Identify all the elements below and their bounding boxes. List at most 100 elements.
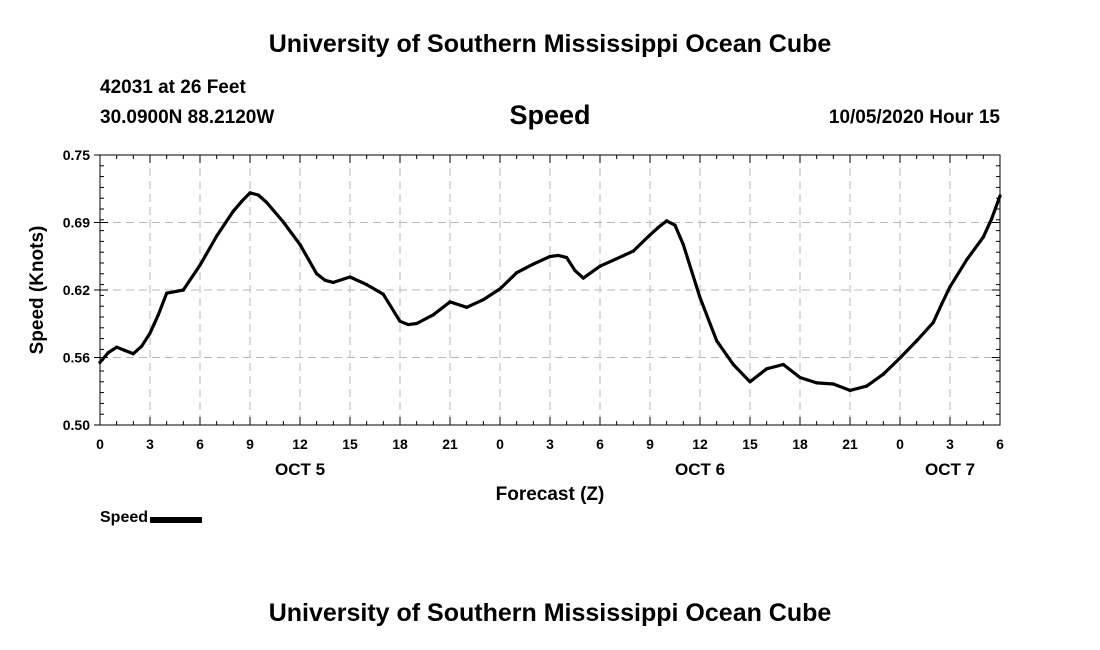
data-point bbox=[981, 235, 985, 239]
x-tick-label: 0 bbox=[896, 436, 904, 452]
data-point bbox=[798, 375, 802, 380]
data-point bbox=[781, 362, 785, 367]
data-point bbox=[431, 313, 435, 317]
x-tick-label: 12 bbox=[292, 436, 308, 452]
data-point bbox=[156, 313, 160, 317]
report-title: University of Southern Mississippi Ocean… bbox=[268, 30, 832, 58]
data-point bbox=[115, 345, 119, 349]
x-tick-label: 6 bbox=[196, 436, 204, 452]
x-tick-label: 3 bbox=[546, 436, 554, 452]
x-tick-label: 9 bbox=[646, 436, 654, 452]
data-point bbox=[681, 243, 685, 247]
data-point bbox=[106, 351, 110, 355]
data-point bbox=[881, 372, 885, 376]
chart-legend: Speed bbox=[100, 509, 203, 527]
data-point bbox=[656, 225, 660, 229]
chart-grid bbox=[100, 155, 1000, 425]
y-tick-label: 0.50 bbox=[63, 417, 90, 433]
data-point bbox=[281, 220, 285, 224]
data-point bbox=[731, 362, 735, 367]
data-point bbox=[581, 276, 585, 280]
data-point bbox=[948, 285, 952, 289]
data-point bbox=[165, 291, 169, 295]
legend-swatch-speed bbox=[150, 516, 203, 523]
datetime-label: 10/05/2020 Hour 15 bbox=[828, 107, 1000, 128]
station-label: 42031 at 26 Feet bbox=[100, 77, 246, 98]
data-point bbox=[531, 262, 535, 266]
data-point bbox=[565, 256, 569, 260]
data-point bbox=[481, 298, 485, 302]
data-point bbox=[848, 388, 852, 393]
data-point bbox=[573, 268, 577, 273]
data-point bbox=[548, 254, 552, 259]
data-point bbox=[323, 278, 327, 282]
data-point bbox=[231, 209, 235, 213]
data-point bbox=[256, 193, 260, 197]
data-point bbox=[648, 233, 652, 237]
x-tick-label: 0 bbox=[496, 436, 504, 452]
data-point bbox=[631, 249, 635, 253]
data-point bbox=[556, 253, 560, 258]
data-point bbox=[665, 219, 669, 223]
x-tick-label: 15 bbox=[742, 436, 758, 452]
data-point bbox=[98, 360, 102, 364]
footer-title: University of Southern Mississippi Ocean… bbox=[268, 599, 832, 627]
x-tick-label: 18 bbox=[392, 436, 408, 452]
y-axis-title: Speed (Knots) bbox=[27, 226, 48, 355]
data-point bbox=[348, 275, 352, 279]
data-point bbox=[915, 339, 919, 343]
x-tick-label: 21 bbox=[442, 436, 458, 452]
x-axis-title: Forecast (Z) bbox=[496, 484, 605, 505]
data-point bbox=[415, 321, 419, 326]
x-tick-label: 15 bbox=[342, 436, 358, 452]
data-point bbox=[365, 283, 369, 287]
data-point bbox=[698, 295, 702, 300]
y-tick-label: 0.56 bbox=[63, 350, 90, 366]
data-point bbox=[673, 223, 677, 227]
data-point bbox=[748, 380, 752, 384]
data-point bbox=[898, 356, 902, 360]
x-tick-label: 6 bbox=[996, 436, 1004, 452]
x-tick-label: 18 bbox=[792, 436, 808, 452]
data-point bbox=[615, 257, 619, 261]
data-point bbox=[315, 272, 319, 276]
data-point bbox=[123, 348, 127, 353]
day-label: OCT 7 bbox=[925, 460, 975, 479]
data-point bbox=[940, 302, 944, 306]
data-point bbox=[215, 234, 219, 238]
x-tick-label: 12 bbox=[692, 436, 708, 452]
data-point bbox=[248, 191, 252, 195]
data-point bbox=[298, 243, 302, 247]
data-point bbox=[140, 344, 144, 348]
plot-frame bbox=[99, 154, 1001, 426]
data-point bbox=[831, 382, 835, 386]
data-point bbox=[990, 217, 994, 221]
y-tick-label: 0.69 bbox=[63, 215, 90, 231]
data-point bbox=[715, 339, 719, 343]
y-tick-label: 0.62 bbox=[63, 282, 90, 298]
x-tick-label: 9 bbox=[246, 436, 254, 452]
x-tick-label: 21 bbox=[842, 436, 858, 452]
x-tick-label: 3 bbox=[946, 436, 954, 452]
data-point bbox=[965, 258, 969, 262]
data-point bbox=[598, 264, 602, 268]
data-point bbox=[331, 280, 335, 285]
data-point bbox=[765, 367, 769, 371]
chart-axes bbox=[94, 154, 1001, 426]
data-point bbox=[498, 287, 502, 291]
data-point bbox=[406, 322, 410, 327]
chart-series bbox=[98, 191, 1002, 393]
chart-title: Speed bbox=[509, 100, 591, 130]
y-tick-label: 0.75 bbox=[63, 147, 90, 163]
data-point bbox=[381, 292, 385, 296]
data-point bbox=[998, 194, 1002, 198]
data-point bbox=[931, 320, 935, 324]
x-tick-label: 0 bbox=[96, 436, 104, 452]
data-point bbox=[865, 384, 869, 388]
data-point bbox=[131, 352, 135, 356]
data-point bbox=[240, 199, 244, 204]
coordinates-label: 30.0900N 88.2120W bbox=[100, 107, 275, 128]
data-point bbox=[398, 319, 402, 323]
data-point bbox=[465, 305, 469, 309]
